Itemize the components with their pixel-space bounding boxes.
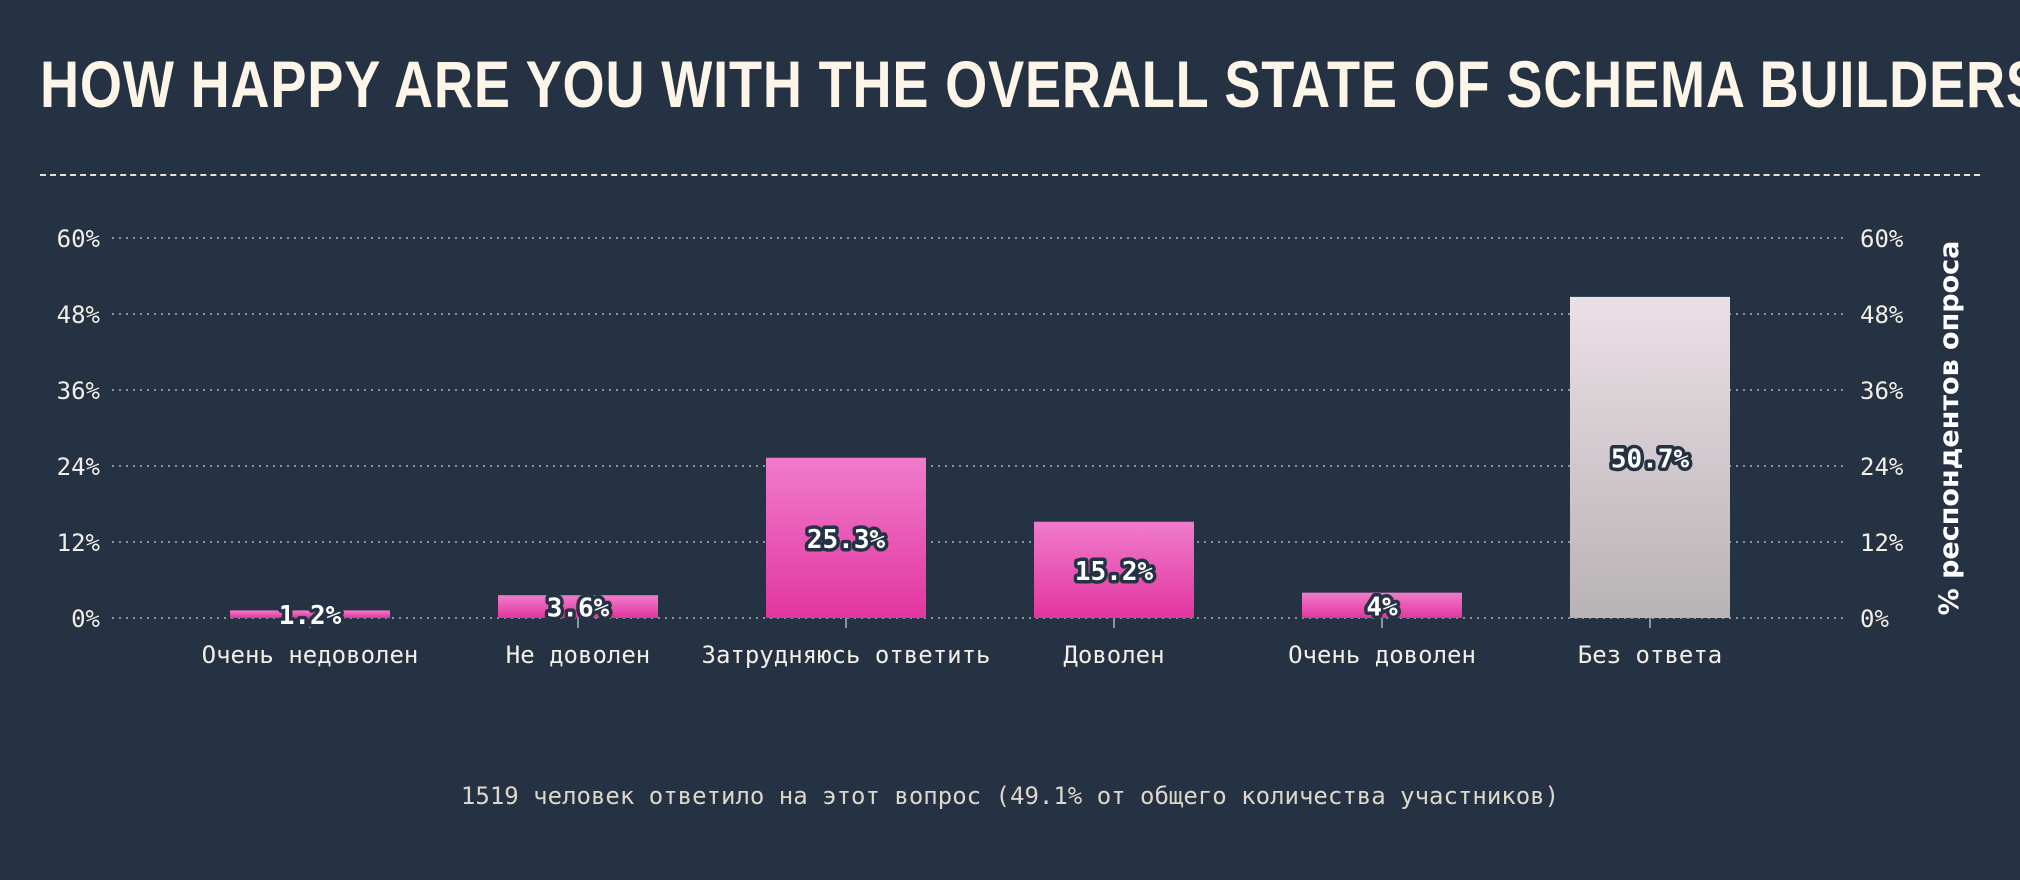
bar <box>1034 521 1194 618</box>
grid-lines <box>112 237 1848 619</box>
bar-value-label: 25.3% <box>807 525 886 555</box>
bar-value-label: 50.7% <box>1611 444 1690 474</box>
right-axis-label: % респондентов опроса <box>1934 241 1965 616</box>
y-tick-label-right: 48% <box>1860 301 1904 329</box>
x-category-label: Не доволен <box>506 641 651 669</box>
left-axis-ticks: 0% 12% 24% 36% 48% 60% <box>57 225 101 633</box>
bar <box>230 610 390 618</box>
y-tick-label-left: 36% <box>57 377 101 405</box>
bar <box>498 595 658 618</box>
bar <box>766 457 926 618</box>
bar-chart: 0% 12% 24% 36% 48% 60% 0% 12% 24% 36% 48% 60% 1.2%… <box>57 225 1965 669</box>
y-tick-label-right: 36% <box>1860 377 1904 405</box>
respondents-note: 1519 человек ответило на этот вопрос (49… <box>460 782 1560 810</box>
x-category-label: Очень доволен <box>1288 641 1476 669</box>
y-tick-label-left: 60% <box>57 225 101 253</box>
bar-value-label: 4% <box>1366 592 1398 622</box>
x-category-label: Затрудняюсь ответить <box>702 641 991 669</box>
x-category-label: Доволен <box>1063 641 1164 669</box>
bar-value-label: 1.2% <box>279 601 342 631</box>
x-category-label: Очень недоволен <box>202 641 419 669</box>
right-axis-ticks: 0% 12% 24% 36% 48% 60% <box>1860 225 1904 633</box>
y-tick-label-right: 60% <box>1860 225 1904 253</box>
bar <box>1302 592 1462 618</box>
y-tick-label-right: 0% <box>1860 605 1889 633</box>
bar-value-label: 15.2% <box>1075 557 1154 587</box>
y-tick-label-right: 24% <box>1860 453 1904 481</box>
title-divider <box>40 174 1980 176</box>
y-tick-label-left: 48% <box>57 301 101 329</box>
bars: 1.2% 3.6% 25.3% 15.2% 4% 50.7% <box>230 296 1730 635</box>
y-tick-label-right: 12% <box>1860 529 1904 557</box>
bar <box>1570 296 1730 618</box>
x-axis-labels: Очень недоволен Не доволен Затрудняюсь отв… <box>202 641 1723 669</box>
y-tick-label-left: 0% <box>71 605 100 633</box>
y-tick-label-left: 12% <box>57 529 101 557</box>
y-tick-label-left: 24% <box>57 453 101 481</box>
bar-value-label: 3.6% <box>547 594 610 624</box>
x-category-label: Без ответа <box>1578 641 1723 669</box>
